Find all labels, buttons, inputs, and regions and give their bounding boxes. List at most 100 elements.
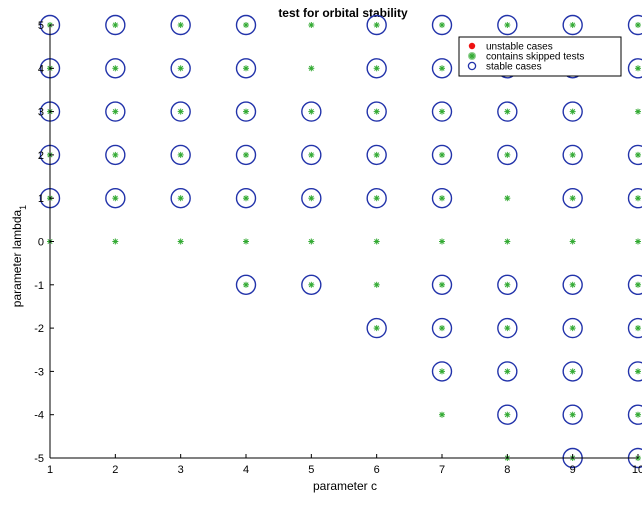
y-tick-label: 1	[38, 193, 44, 205]
point-stable-cases	[497, 144, 518, 166]
point-contains-skipped-tests	[373, 108, 380, 115]
y-axis-label-text: parameter lambda	[10, 209, 24, 307]
point-stable-cases	[235, 14, 257, 36]
point-contains-skipped-tests	[439, 22, 445, 28]
point-stable-cases	[431, 361, 453, 382]
x-tick-label: 6	[374, 464, 380, 476]
point-stable-cases	[105, 187, 126, 209]
legend-box	[458, 36, 622, 77]
point-stable-cases	[627, 188, 642, 209]
point-contains-skipped-tests	[308, 281, 315, 288]
point-contains-skipped-tests	[635, 368, 641, 375]
point-stable-cases	[497, 361, 518, 382]
point-contains-skipped-tests	[504, 108, 511, 115]
x-tick-label: 1	[47, 464, 53, 476]
point-stable-cases	[627, 361, 642, 382]
point-stable-cases	[562, 187, 583, 209]
point-contains-skipped-tests	[569, 281, 576, 288]
point-stable-cases	[105, 101, 126, 122]
plot-area	[39, 14, 642, 469]
axes: 1 2 3 4 5 6 7 8 9 10 -5 -4 -3 -2 -1 0 1 2 3 4 5	[34, 20, 642, 476]
point-stable-cases	[366, 58, 387, 79]
point-contains-skipped-tests	[504, 281, 511, 288]
point-stable-cases	[235, 101, 257, 122]
point-stable-cases	[562, 274, 583, 295]
point-contains-skipped-tests	[112, 65, 119, 72]
point-stable-cases	[431, 14, 453, 36]
point-stable-cases	[170, 14, 191, 36]
point-contains-skipped-tests	[112, 195, 119, 202]
point-stable-cases	[627, 14, 642, 36]
point-contains-skipped-tests	[635, 195, 641, 202]
point-contains-skipped-tests	[308, 151, 315, 158]
point-contains-skipped-tests	[243, 151, 249, 158]
point-contains-skipped-tests	[177, 195, 184, 202]
point-stable-cases	[235, 274, 257, 295]
point-contains-skipped-tests	[243, 195, 249, 202]
y-tick-label: -4	[34, 410, 44, 422]
point-stable-cases	[301, 274, 322, 295]
y-tick-label: 3	[38, 107, 44, 119]
legend-marker-skipped	[468, 52, 476, 60]
legend-marker-stable	[467, 61, 477, 71]
point-contains-skipped-tests	[439, 65, 445, 72]
point-contains-skipped-tests	[439, 238, 445, 245]
point-stable-cases	[562, 144, 583, 166]
point-contains-skipped-tests	[112, 151, 119, 158]
point-contains-skipped-tests	[177, 65, 184, 72]
point-stable-cases	[431, 101, 453, 122]
y-tick-label: 0	[38, 237, 44, 249]
point-contains-skipped-tests	[504, 325, 511, 332]
point-contains-skipped-tests	[243, 65, 249, 72]
point-stable-cases	[105, 14, 126, 36]
point-contains-skipped-tests	[373, 151, 380, 158]
point-stable-cases	[431, 317, 453, 339]
point-stable-cases	[562, 101, 583, 122]
point-stable-cases	[301, 187, 322, 209]
point-stable-cases	[235, 58, 257, 79]
point-stable-cases	[170, 144, 191, 166]
point-contains-skipped-tests	[635, 411, 641, 418]
point-contains-skipped-tests	[177, 151, 184, 158]
point-contains-skipped-tests	[504, 411, 511, 418]
point-stable-cases	[170, 58, 191, 79]
x-tick-label: 9	[570, 464, 576, 476]
point-contains-skipped-tests	[177, 238, 184, 245]
point-contains-skipped-tests	[439, 195, 445, 202]
point-contains-skipped-tests	[569, 22, 576, 28]
point-contains-skipped-tests	[308, 22, 315, 28]
point-contains-skipped-tests	[569, 151, 576, 158]
point-contains-skipped-tests	[373, 281, 380, 288]
y-axis-label: parameter lambda1	[10, 205, 28, 307]
point-contains-skipped-tests	[112, 22, 119, 28]
x-axis-label: parameter c	[313, 479, 377, 493]
point-stable-cases	[431, 274, 453, 295]
y-tick-label: 2	[38, 150, 44, 162]
point-contains-skipped-tests	[569, 238, 576, 245]
y-tick-label: 5	[38, 20, 44, 32]
point-contains-skipped-tests	[373, 195, 380, 202]
x-tick-label: 8	[504, 464, 510, 476]
point-stable-cases	[497, 317, 518, 339]
point-contains-skipped-tests	[504, 368, 511, 375]
point-contains-skipped-tests	[504, 195, 511, 202]
point-contains-skipped-tests	[635, 65, 641, 72]
point-contains-skipped-tests	[243, 281, 249, 288]
point-contains-skipped-tests	[635, 238, 641, 245]
chart-title: test for orbital stability	[278, 6, 408, 20]
y-tick-label: 4	[38, 63, 44, 75]
point-stable-cases	[627, 58, 642, 79]
y-axis-label-subscript: 1	[18, 205, 28, 210]
point-stable-cases	[366, 14, 387, 36]
point-contains-skipped-tests	[373, 325, 380, 332]
point-stable-cases	[497, 404, 518, 425]
point-stable-cases	[170, 187, 191, 209]
point-stable-cases	[105, 58, 126, 79]
point-stable-cases	[431, 144, 453, 166]
point-contains-skipped-tests	[308, 65, 315, 72]
y-tick-label: -5	[34, 453, 44, 465]
point-stable-cases	[431, 58, 453, 79]
point-contains-skipped-tests	[569, 411, 576, 418]
point-contains-skipped-tests	[569, 195, 576, 202]
